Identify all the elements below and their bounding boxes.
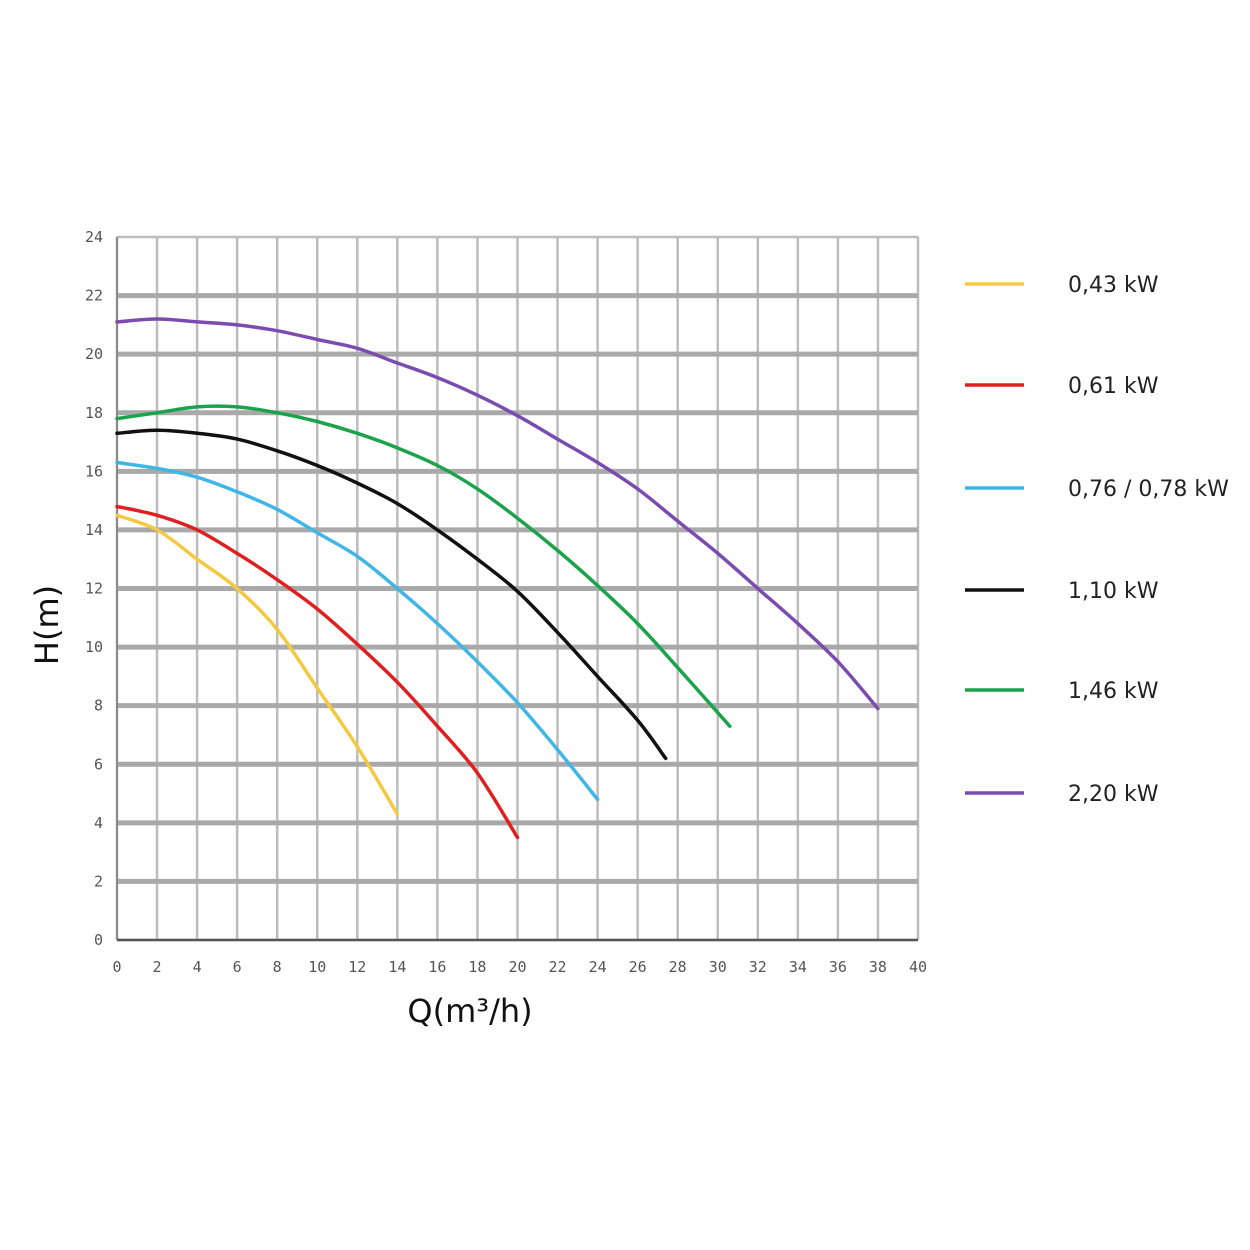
series-line — [115, 460, 600, 802]
legend-label: 0,76 / 0,78 kW — [1068, 477, 1229, 502]
y-tick-label: 8 — [94, 697, 103, 715]
x-tick-label: 12 — [348, 958, 366, 976]
series-line — [115, 404, 732, 728]
x-tick-label: 16 — [428, 958, 446, 976]
x-tick-label: 24 — [589, 958, 607, 976]
x-tick-label: 10 — [308, 958, 326, 976]
x-tick-label: 28 — [669, 958, 687, 976]
x-tick-label: 18 — [468, 958, 486, 976]
legend-label: 2,20 kW — [1068, 782, 1159, 807]
series-layer — [115, 317, 880, 840]
y-tick-label: 16 — [85, 462, 103, 480]
x-tick-label: 8 — [273, 958, 282, 976]
y-tick-label: 14 — [85, 521, 103, 539]
x-tick-label: 6 — [233, 958, 242, 976]
x-tick-label: 30 — [709, 958, 727, 976]
x-axis-title: Q(m³/h) — [407, 992, 532, 1030]
series-line — [115, 317, 880, 711]
y-tick-label: 22 — [85, 287, 103, 305]
series-line — [115, 504, 520, 840]
x-tick-label: 38 — [869, 958, 887, 976]
x-tick-label: 34 — [789, 958, 807, 976]
y-tick-label: 24 — [85, 228, 103, 246]
x-tick-label: 40 — [909, 958, 927, 976]
x-tick-label: 14 — [388, 958, 406, 976]
x-tick-label: 36 — [829, 958, 847, 976]
legend-label: 1,46 kW — [1068, 679, 1159, 704]
x-tick-label: 26 — [629, 958, 647, 976]
x-axis-ticks: 0 2 4 6 8 10 12 14 16 18 20 22 24 26 28 30 32 34 36 38 40 — [112, 958, 927, 976]
legend-label: 1,10 kW — [1068, 579, 1159, 604]
y-tick-label: 4 — [94, 814, 103, 832]
y-tick-label: 20 — [85, 345, 103, 363]
x-tick-label: 4 — [193, 958, 202, 976]
y-tick-label: 0 — [94, 931, 103, 949]
x-tick-label: 2 — [153, 958, 162, 976]
legend-label: 0,61 kW — [1068, 374, 1159, 399]
y-tick-label: 18 — [85, 404, 103, 422]
x-tick-label: 0 — [112, 958, 121, 976]
legend-label: 0,43 kW — [1068, 273, 1159, 298]
series-line — [115, 428, 668, 761]
y-tick-label: 10 — [85, 638, 103, 656]
y-tick-label: 6 — [94, 755, 103, 773]
y-tick-label: 12 — [85, 580, 103, 598]
chart-legend: 0,43 kW 0,61 kW 0,76 / 0,78 kW 1,10 kW 1,46 … — [965, 273, 1229, 807]
chart-grid — [115, 235, 920, 942]
x-tick-label: 20 — [508, 958, 526, 976]
y-axis-title: H(m) — [28, 585, 66, 665]
x-tick-label: 22 — [549, 958, 567, 976]
y-tick-label: 2 — [94, 872, 103, 890]
series-line — [115, 513, 400, 816]
x-tick-label: 32 — [749, 958, 767, 976]
